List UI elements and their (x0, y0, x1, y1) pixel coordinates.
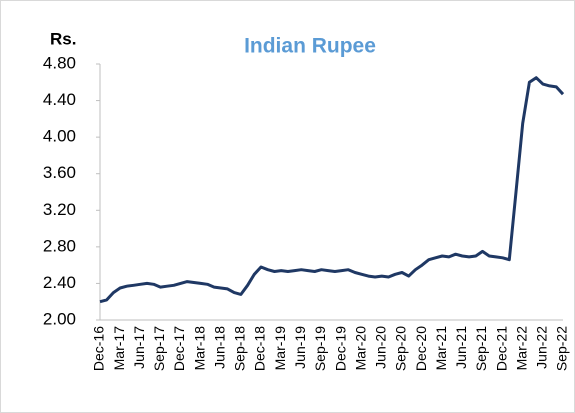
y-tick-label: 2.40 (43, 273, 76, 292)
y-tick-label: 3.20 (43, 200, 76, 219)
chart-title: Indian Rupee (244, 35, 376, 58)
x-tick-label: Jun-17 (131, 326, 147, 369)
x-tick-label: Jun-21 (453, 326, 469, 369)
x-tick-label: Sep-21 (473, 326, 489, 371)
x-tick-label: Dec-17 (171, 326, 187, 371)
x-tick-label: Dec-18 (252, 326, 268, 371)
x-tick-label: Jun-20 (373, 326, 389, 369)
x-tick-label: Jun-18 (211, 326, 227, 369)
y-tick-label: 4.00 (43, 127, 76, 146)
x-tick-label: Sep-19 (312, 326, 328, 371)
y-tick-label: 4.40 (43, 90, 76, 109)
x-tick-label: Sep-18 (232, 326, 248, 371)
x-tick-label: Dec-19 (332, 326, 348, 371)
x-tick-label: Dec-16 (91, 326, 107, 371)
x-tick-label: Mar-20 (352, 326, 368, 371)
x-tick-label: Mar-19 (272, 326, 288, 371)
x-tick-label: Sep-22 (554, 326, 570, 371)
x-tick-label: Mar-21 (433, 326, 449, 371)
x-tick-label: Dec-20 (413, 326, 429, 371)
x-tick-label: Dec-21 (493, 326, 509, 371)
x-tick-label: Jun-19 (292, 326, 308, 369)
y-tick-label: 3.60 (43, 163, 76, 182)
y-axis-label: Rs. (50, 29, 76, 48)
x-tick-label: Sep-20 (393, 326, 409, 371)
y-tick-label: 2.80 (43, 236, 76, 255)
x-tick-label: Mar-18 (191, 326, 207, 371)
y-tick-label: 4.80 (43, 53, 76, 72)
x-tick-label: Sep-17 (151, 326, 167, 371)
x-tick-label: Mar-22 (513, 326, 529, 371)
line-series (99, 76, 565, 304)
x-tick-label: Jun-22 (534, 326, 550, 369)
x-tick-label: Mar-17 (111, 326, 127, 371)
y-tick-label: 2.00 (43, 309, 76, 328)
